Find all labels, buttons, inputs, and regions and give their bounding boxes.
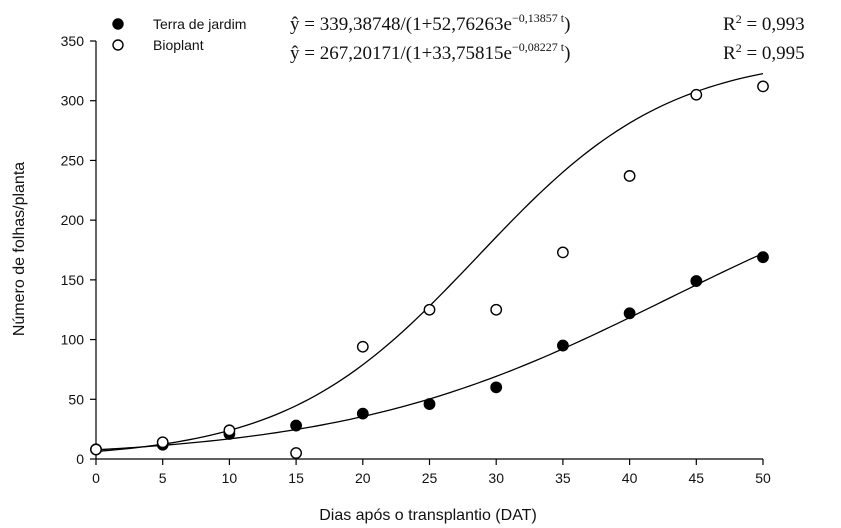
equation-terra-de-jardim-lhs: ŷ = 339,38748/(1+52,76263e	[290, 14, 512, 35]
data-point-bioplant	[223, 424, 236, 437]
x-tick-label: 25	[422, 470, 438, 486]
x-tick-label: 20	[355, 470, 371, 486]
x-axis-title: Dias após o transplantio (DAT)	[319, 507, 537, 524]
r2-bioplant-sup: 2	[736, 41, 742, 55]
data-point-terra-de-jardim	[557, 339, 569, 352]
equation-terra-de-jardim: ŷ = 339,38748/(1+52,76263e−0,13857 t)	[290, 11, 570, 35]
x-tick-label: 5	[159, 470, 167, 486]
data-point-bioplant	[156, 436, 169, 449]
data-point-bioplant	[490, 303, 503, 316]
r2-bioplant-value: = 0,995	[742, 43, 805, 64]
data-point-bioplant	[423, 303, 436, 316]
data-point-terra-de-jardim	[356, 407, 369, 420]
r2-bioplant-label: R	[723, 43, 736, 64]
legend-marker-terra-de-jardim	[112, 18, 124, 30]
x-tick-label: 45	[689, 470, 705, 486]
x-tick-label: 40	[622, 470, 638, 486]
x-tick-label: 35	[555, 470, 571, 486]
legend: Terra de jardim Bioplant	[112, 16, 246, 53]
r2-terra-de-jardim-label: R	[723, 14, 736, 35]
r2-terra-de-jardim-value: = 0,993	[742, 14, 805, 35]
data-point-terra-de-jardim	[690, 275, 703, 287]
data-point-bioplant	[557, 246, 569, 259]
data-point-terra-de-jardim	[290, 419, 302, 432]
equation-bioplant-rhs: )	[564, 43, 570, 64]
data-point-bioplant	[290, 447, 302, 459]
data-point-bioplant	[356, 340, 369, 353]
data-point-bioplant	[690, 88, 703, 101]
equation-bioplant-lhs: ŷ = 267,20171/(1+33,75815e	[290, 43, 512, 64]
data-point-terra-de-jardim	[490, 381, 503, 394]
r2-terra-de-jardim-sup: 2	[736, 12, 742, 26]
y-axis-title: Número de folhas/planta	[11, 162, 28, 336]
data-point-bioplant	[757, 80, 769, 93]
legend-label-terra-de-jardim: Terra de jardim	[153, 16, 246, 32]
y-tick-label: 0	[76, 451, 84, 467]
x-tick-label: 10	[222, 470, 238, 486]
fit-curve-bioplant	[95, 252, 764, 451]
fitted-curves	[95, 72, 764, 453]
y-tick-label: 250	[61, 152, 85, 168]
data-point-bioplant	[90, 443, 102, 456]
equation-bioplant: ŷ = 267,20171/(1+33,75815e−0,08227 t)	[290, 40, 570, 64]
equation-bioplant-exponent: −0,08227 t	[512, 40, 565, 54]
x-tick-label: 30	[488, 470, 504, 486]
legend-marker-bioplant	[112, 39, 124, 51]
equation-terra-de-jardim-rhs: )	[564, 14, 570, 35]
y-tick-label: 300	[61, 93, 85, 109]
data-point-terra-de-jardim	[423, 398, 436, 410]
regression-equations: ŷ = 339,38748/(1+52,76263e−0,13857 t) R2…	[290, 11, 805, 64]
r2-terra-de-jardim: R2 = 0,993	[723, 12, 805, 35]
data-points	[90, 80, 769, 459]
legend-label-bioplant: Bioplant	[153, 37, 204, 53]
fit-curve-terra-de-jardim	[95, 72, 764, 453]
axes: 0 5 10 15 20 25 30 35 40 45 50 0 50 100 150 200 250 300 35…	[61, 33, 771, 486]
r2-bioplant: R2 = 0,995	[723, 41, 805, 64]
y-tick-label: 100	[61, 332, 85, 348]
data-point-bioplant	[623, 170, 636, 182]
data-point-terra-de-jardim	[757, 251, 769, 264]
y-tick-label: 50	[68, 391, 84, 407]
y-tick-label: 150	[61, 272, 85, 288]
equation-terra-de-jardim-exponent: −0,13857 t	[512, 11, 565, 25]
data-point-terra-de-jardim	[623, 307, 636, 320]
y-tick-label: 350	[61, 33, 85, 49]
x-tick-label: 50	[755, 470, 771, 486]
y-tick-label: 200	[61, 212, 85, 228]
x-tick-label: 0	[92, 470, 100, 486]
x-tick-label: 15	[288, 470, 304, 486]
